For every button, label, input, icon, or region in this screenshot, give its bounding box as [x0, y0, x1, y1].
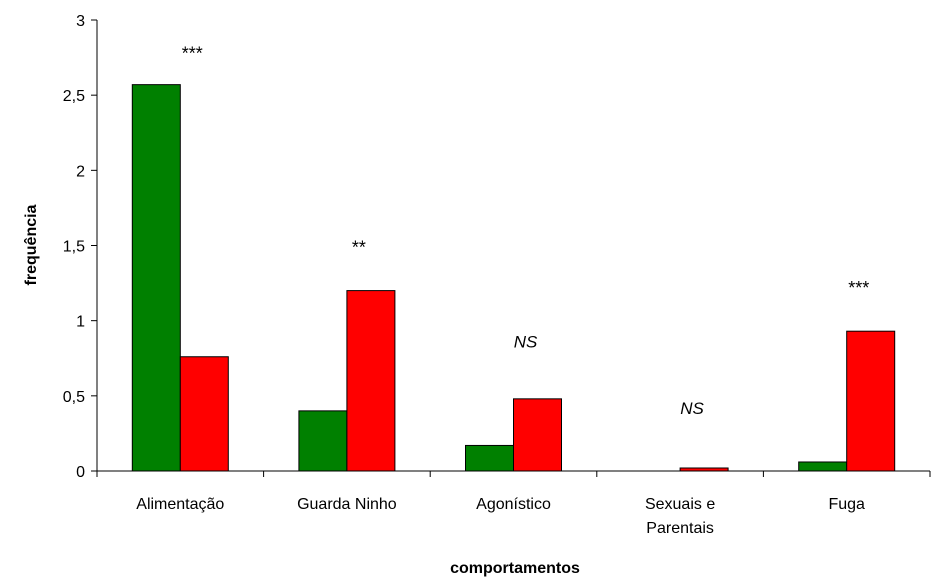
x-axis-title: comportamentos [450, 560, 580, 577]
bar-green-2 [465, 444, 514, 472]
x-tick-label: Alimentação [136, 496, 224, 513]
bar-red-3 [679, 467, 729, 472]
y-tick-label: 1 [76, 314, 85, 331]
significance-annotation: ** [352, 237, 366, 257]
significance-annotation: NS [680, 399, 704, 418]
y-axis-title: frequência [23, 204, 40, 285]
y-tick-label: 0 [76, 464, 85, 481]
bar-red-2 [513, 398, 562, 472]
bar-green-1 [298, 410, 348, 472]
x-tick-label: Agonístico [476, 496, 551, 513]
bar-red-1 [346, 290, 396, 472]
plot-area: 0 0,5 1 1,5 2 2,5 3 Alimentação *** Guarda Ninho *… [63, 13, 931, 537]
y-tick-label: 0,5 [63, 389, 85, 406]
significance-annotation: NS [514, 333, 538, 352]
significance-annotation: *** [182, 44, 203, 64]
x-tick-label: Sexuais e [645, 496, 715, 513]
x-tick-label: Guarda Ninho [297, 496, 397, 513]
significance-annotation: *** [848, 278, 869, 298]
bar-red-0 [179, 356, 229, 472]
bar-green-4 [798, 461, 848, 472]
bar-red-4 [846, 330, 896, 472]
bar-green-0 [131, 84, 181, 472]
y-tick-label: 2 [76, 163, 85, 180]
y-tick-label: 1,5 [63, 239, 85, 256]
x-tick-label: Parentais [646, 520, 714, 537]
y-tick-label: 3 [76, 13, 85, 30]
y-tick-label: 2,5 [63, 88, 85, 105]
x-tick-label: Fuga [828, 496, 865, 513]
